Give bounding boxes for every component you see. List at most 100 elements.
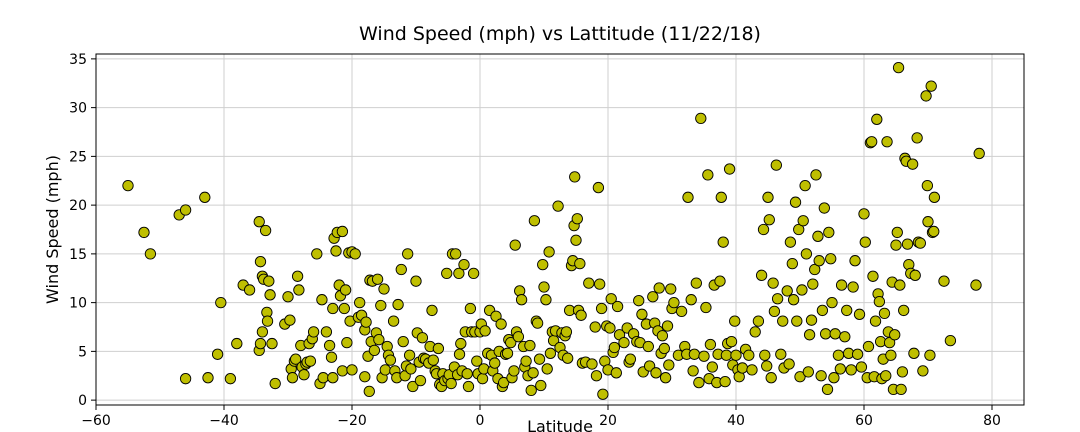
- scatter-point: [682, 191, 694, 203]
- scatter-point: [715, 191, 727, 203]
- scatter-point: [892, 62, 905, 74]
- scatter-point: [762, 191, 774, 203]
- scatter-point: [881, 136, 893, 148]
- scatter-point: [839, 331, 851, 343]
- scatter-point: [569, 171, 581, 183]
- scatter-point: [527, 367, 539, 379]
- scatter-point: [700, 301, 712, 314]
- scatter-point: [349, 248, 361, 260]
- scatter-point: [528, 215, 541, 227]
- scatter-point: [847, 281, 859, 293]
- scatter-point: [589, 321, 601, 333]
- scatter-point: [453, 348, 466, 360]
- scatter-point: [702, 169, 714, 181]
- x-tick-label: 40: [727, 413, 745, 429]
- scatter-point: [597, 388, 609, 400]
- scatter-point: [471, 355, 483, 367]
- scatter-point: [797, 215, 809, 227]
- scatter-point: [354, 296, 366, 309]
- scatter-point: [282, 291, 294, 303]
- scatter-point: [656, 330, 669, 342]
- y-axis-label: Wind Speed (mph): [43, 155, 62, 304]
- scatter-point: [414, 374, 427, 387]
- scatter-point: [264, 289, 276, 301]
- scatter-point: [755, 269, 768, 281]
- scatter-point: [688, 348, 701, 360]
- scatter-point: [800, 248, 813, 260]
- scatter-point: [719, 375, 731, 388]
- scatter-point: [624, 353, 637, 365]
- scatter-point: [293, 284, 305, 296]
- scatter-point: [259, 224, 272, 237]
- scatter-point: [803, 329, 816, 341]
- scatter-point: [911, 132, 923, 144]
- scatter-point: [659, 372, 672, 384]
- x-tick-label: −60: [81, 413, 111, 429]
- scatter-point: [298, 369, 310, 381]
- scatter-point: [809, 263, 821, 276]
- scatter-point: [859, 236, 871, 248]
- scatter-point: [489, 357, 501, 369]
- scatter-point: [501, 347, 514, 359]
- scatter-point: [636, 308, 648, 320]
- scatter-point: [973, 147, 985, 160]
- scatter-point: [605, 293, 617, 305]
- scatter-point: [524, 339, 536, 352]
- scatter-point: [144, 248, 157, 260]
- scatter-point: [799, 179, 811, 192]
- scatter-point: [327, 372, 339, 384]
- scatter-point: [560, 326, 573, 338]
- data-points: [122, 62, 985, 400]
- scatter-point: [320, 326, 333, 338]
- scatter-point: [373, 334, 385, 346]
- scatter-point: [802, 366, 814, 378]
- scatter-point: [608, 341, 621, 354]
- scatter-point: [387, 315, 400, 327]
- scatter-point: [520, 355, 532, 367]
- scatter-point: [179, 204, 192, 216]
- scatter-point: [723, 163, 736, 175]
- scatter-point: [426, 304, 438, 317]
- scatter-point: [544, 347, 557, 359]
- scatter-point: [307, 326, 320, 338]
- scatter-point: [338, 302, 350, 315]
- scatter-point: [371, 273, 384, 285]
- scatter-point: [224, 373, 237, 385]
- scatter-point: [317, 372, 329, 384]
- scatter-point: [571, 213, 583, 225]
- scatter-point: [611, 300, 624, 313]
- scatter-point: [816, 304, 829, 317]
- scatter-point: [849, 255, 861, 267]
- scatter-point: [895, 383, 907, 396]
- scatter-point: [853, 308, 866, 320]
- scatter-point: [336, 225, 349, 238]
- scatter-point: [462, 380, 475, 393]
- scatter-point: [291, 270, 304, 282]
- scatter-point: [461, 368, 473, 380]
- scatter-point: [851, 348, 864, 360]
- scatter-point: [642, 340, 654, 353]
- scatter-point: [647, 291, 659, 303]
- scatter-point: [231, 337, 243, 350]
- scatter-point: [538, 281, 550, 293]
- scatter-point: [717, 236, 729, 248]
- scatter-point: [878, 307, 891, 319]
- scatter-point: [574, 257, 586, 270]
- scatter-point: [889, 329, 901, 341]
- scatter-point: [476, 373, 489, 385]
- scatter-point: [665, 283, 677, 295]
- scatter-point: [505, 336, 517, 349]
- scatter-point: [498, 376, 510, 389]
- scatter-point: [917, 365, 929, 377]
- scatter-point: [590, 370, 603, 382]
- scatter-point: [765, 372, 777, 384]
- scatter-point: [787, 294, 800, 306]
- scatter-point: [845, 364, 857, 376]
- scatter-point: [818, 202, 830, 214]
- scatter-point: [685, 294, 697, 306]
- scatter-point: [407, 380, 419, 393]
- scatter-point: [791, 315, 803, 327]
- scatter-point: [752, 315, 765, 327]
- scatter-point: [786, 257, 798, 270]
